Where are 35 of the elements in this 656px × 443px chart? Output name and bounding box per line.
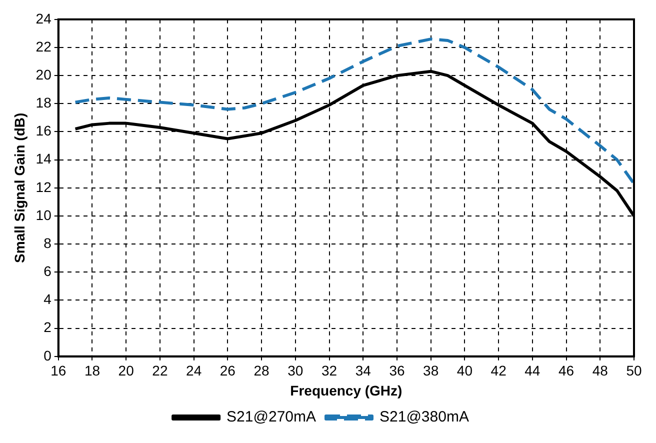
x-tick-label: 18 xyxy=(84,362,100,379)
x-tick-label: 48 xyxy=(592,362,608,379)
legend-label: S21@270mA xyxy=(226,408,316,426)
x-tick-label: 46 xyxy=(558,362,574,379)
x-tick-label: 36 xyxy=(389,362,405,379)
y-axis-title: Small Signal Gain (dB) xyxy=(11,112,28,263)
y-tick-label: 18 xyxy=(36,94,52,111)
y-tick-label: 0 xyxy=(44,347,52,364)
x-tick-label: 32 xyxy=(321,362,338,379)
x-tick-label: 30 xyxy=(288,362,304,379)
x-tick-label: 34 xyxy=(355,362,372,379)
x-tick-label: 40 xyxy=(456,362,473,379)
y-tick-label: 8 xyxy=(44,234,52,251)
x-tick-label: 26 xyxy=(220,362,236,379)
y-tick-label: 2 xyxy=(44,319,52,336)
y-tick-label: 6 xyxy=(44,263,52,280)
y-tick-label: 10 xyxy=(36,206,52,223)
y-tick-label: 16 xyxy=(36,122,52,139)
x-tick-label: 24 xyxy=(186,362,202,379)
y-tick-label: 14 xyxy=(36,150,52,167)
y-tick-label: 12 xyxy=(36,178,52,195)
x-tick-label: 20 xyxy=(118,362,134,379)
line-series xyxy=(74,38,634,186)
y-tick-label: 22 xyxy=(36,38,52,54)
x-tick-label: 38 xyxy=(423,362,439,379)
legend-label: S21@380mA xyxy=(380,408,469,426)
y-tick-label: 24 xyxy=(36,10,52,26)
x-axis-title: Frequency (GHz) xyxy=(290,382,402,398)
x-tick-label: 44 xyxy=(524,362,540,379)
y-tick-label: 4 xyxy=(44,291,52,308)
x-tick-label: 42 xyxy=(490,362,507,379)
x-tick-label: 22 xyxy=(152,362,168,379)
y-tick-label: 20 xyxy=(36,66,52,82)
x-tick-label: 28 xyxy=(254,362,270,379)
x-tick-label: 50 xyxy=(626,362,642,379)
